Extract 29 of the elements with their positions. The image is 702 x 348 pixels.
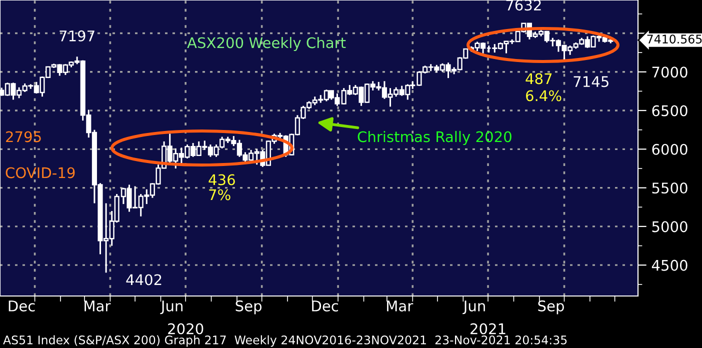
y-tick-label: 7000 bbox=[652, 66, 688, 78]
x-tick-label: Dec bbox=[8, 300, 35, 312]
annotation: 2795 bbox=[6, 131, 41, 142]
x-tick-label: Dec bbox=[312, 300, 338, 312]
x-tick-label: Sep bbox=[538, 300, 564, 314]
y-tick-label: 6500 bbox=[652, 105, 688, 116]
annotation: 436 bbox=[208, 174, 235, 186]
annotation: 487 bbox=[526, 73, 552, 84]
text: 2020 bbox=[168, 323, 204, 334]
x-tick-label: Jun bbox=[462, 300, 485, 314]
text: 2021 bbox=[470, 323, 506, 334]
annotation: 4402 bbox=[126, 274, 162, 286]
text: 7410.565 bbox=[647, 34, 702, 44]
y-tick-label: 6000 bbox=[652, 144, 688, 155]
annotation: COVID-19 bbox=[6, 167, 75, 178]
annotation: 7% bbox=[209, 189, 230, 200]
x-tick-label: Sep bbox=[236, 300, 262, 314]
annotation: 6.4% bbox=[526, 90, 562, 102]
y-tick-label: 4500 bbox=[652, 260, 688, 271]
x-tick-label: Mar bbox=[387, 300, 414, 312]
x-tick-label: Mar bbox=[84, 300, 111, 312]
y-tick-label: 5000 bbox=[652, 221, 688, 232]
x-tick-label: Jun bbox=[160, 300, 182, 314]
annotation: 7197 bbox=[60, 30, 94, 42]
y-tick-label: 5500 bbox=[652, 182, 688, 194]
text: AS51 Index (S&P/ASX 200) Graph 217 Weekly 24NOV2016-23NOV2021 23-Nov-2021 20:54:35 bbox=[3, 335, 567, 347]
annotation: Christmas Rally 2020 bbox=[358, 130, 512, 146]
text: ASX200 Weekly Chart bbox=[187, 36, 346, 52]
annotation: 7145 bbox=[574, 76, 608, 88]
